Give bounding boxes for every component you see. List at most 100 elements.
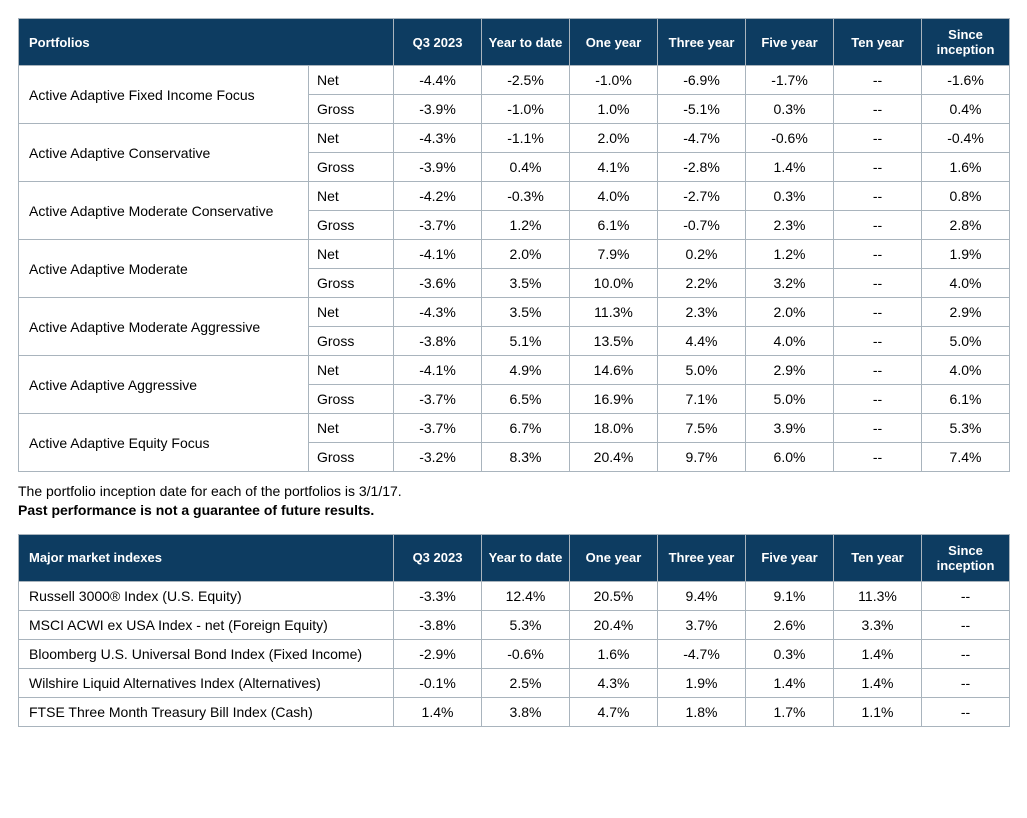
value-cell: -4.1% — [394, 356, 482, 385]
header-q3: Q3 2023 — [394, 19, 482, 66]
portfolio-name: Active Adaptive Conservative — [19, 124, 309, 182]
portfolio-name: Active Adaptive Moderate Aggressive — [19, 298, 309, 356]
value-cell: -- — [834, 269, 922, 298]
value-cell: -3.7% — [394, 211, 482, 240]
value-cell: 8.3% — [482, 443, 570, 472]
value-cell: 4.9% — [482, 356, 570, 385]
portfolio-name: Active Adaptive Aggressive — [19, 356, 309, 414]
header-three-year: Three year — [658, 19, 746, 66]
value-cell: 1.1% — [834, 697, 922, 726]
table-row: FTSE Three Month Treasury Bill Index (Ca… — [19, 697, 1010, 726]
value-cell: -3.7% — [394, 385, 482, 414]
value-cell: 5.0% — [922, 327, 1010, 356]
value-cell: 0.4% — [482, 153, 570, 182]
value-cell: -3.7% — [394, 414, 482, 443]
footnote-past-performance: Past performance is not a guarantee of f… — [18, 501, 1009, 520]
value-cell: 1.4% — [834, 668, 922, 697]
value-cell: -1.6% — [922, 66, 1010, 95]
row-type-gross: Gross — [309, 385, 394, 414]
value-cell: -0.7% — [658, 211, 746, 240]
value-cell: 4.7% — [570, 697, 658, 726]
value-cell: 18.0% — [570, 414, 658, 443]
value-cell: 0.8% — [922, 182, 1010, 211]
table-row: Active Adaptive ConservativeNet-4.3%-1.1… — [19, 124, 1010, 153]
row-type-net: Net — [309, 356, 394, 385]
value-cell: -0.3% — [482, 182, 570, 211]
index-name: FTSE Three Month Treasury Bill Index (Ca… — [19, 697, 394, 726]
row-type-gross: Gross — [309, 95, 394, 124]
value-cell: 0.3% — [746, 639, 834, 668]
value-cell: 5.3% — [922, 414, 1010, 443]
value-cell: 20.4% — [570, 610, 658, 639]
value-cell: 4.0% — [746, 327, 834, 356]
value-cell: 12.4% — [482, 581, 570, 610]
value-cell: 9.7% — [658, 443, 746, 472]
value-cell: -- — [834, 124, 922, 153]
value-cell: -2.7% — [658, 182, 746, 211]
header-since-inception: Since inception — [922, 534, 1010, 581]
value-cell: 4.0% — [922, 269, 1010, 298]
value-cell: -4.1% — [394, 240, 482, 269]
header-one-year: One year — [570, 534, 658, 581]
table-row: Bloomberg U.S. Universal Bond Index (Fix… — [19, 639, 1010, 668]
value-cell: 4.3% — [570, 668, 658, 697]
value-cell: -- — [834, 414, 922, 443]
value-cell: -4.2% — [394, 182, 482, 211]
row-type-net: Net — [309, 414, 394, 443]
value-cell: 11.3% — [570, 298, 658, 327]
value-cell: -4.7% — [658, 124, 746, 153]
value-cell: -- — [922, 697, 1010, 726]
value-cell: 6.1% — [570, 211, 658, 240]
row-type-net: Net — [309, 182, 394, 211]
table-row: Active Adaptive Moderate ConservativeNet… — [19, 182, 1010, 211]
value-cell: 3.2% — [746, 269, 834, 298]
value-cell: 1.4% — [746, 668, 834, 697]
value-cell: 3.5% — [482, 269, 570, 298]
value-cell: 3.8% — [482, 697, 570, 726]
value-cell: -- — [922, 639, 1010, 668]
value-cell: 2.0% — [482, 240, 570, 269]
value-cell: 7.9% — [570, 240, 658, 269]
row-type-net: Net — [309, 124, 394, 153]
value-cell: -- — [834, 66, 922, 95]
value-cell: 7.4% — [922, 443, 1010, 472]
footnotes: The portfolio inception date for each of… — [18, 482, 1009, 520]
value-cell: -0.1% — [394, 668, 482, 697]
header-ytd: Year to date — [482, 534, 570, 581]
value-cell: 6.1% — [922, 385, 1010, 414]
header-indexes: Major market indexes — [19, 534, 394, 581]
table-row: Active Adaptive Moderate AggressiveNet-4… — [19, 298, 1010, 327]
value-cell: 1.7% — [746, 697, 834, 726]
value-cell: -2.8% — [658, 153, 746, 182]
value-cell: 1.4% — [746, 153, 834, 182]
value-cell: 5.1% — [482, 327, 570, 356]
value-cell: -3.6% — [394, 269, 482, 298]
value-cell: 1.9% — [922, 240, 1010, 269]
table-row: Active Adaptive AggressiveNet-4.1%4.9%14… — [19, 356, 1010, 385]
table-row: Active Adaptive Fixed Income FocusNet-4.… — [19, 66, 1010, 95]
value-cell: -- — [834, 356, 922, 385]
value-cell: 3.5% — [482, 298, 570, 327]
portfolio-name: Active Adaptive Moderate — [19, 240, 309, 298]
value-cell: -- — [922, 581, 1010, 610]
value-cell: 16.9% — [570, 385, 658, 414]
value-cell: 1.8% — [658, 697, 746, 726]
value-cell: 5.3% — [482, 610, 570, 639]
value-cell: -1.0% — [570, 66, 658, 95]
value-cell: -- — [834, 385, 922, 414]
value-cell: -3.3% — [394, 581, 482, 610]
value-cell: -2.9% — [394, 639, 482, 668]
value-cell: -0.4% — [922, 124, 1010, 153]
portfolio-name: Active Adaptive Fixed Income Focus — [19, 66, 309, 124]
value-cell: 13.5% — [570, 327, 658, 356]
value-cell: 9.4% — [658, 581, 746, 610]
indexes-header-row: Major market indexes Q3 2023 Year to dat… — [19, 534, 1010, 581]
value-cell: 11.3% — [834, 581, 922, 610]
index-name: Russell 3000® Index (U.S. Equity) — [19, 581, 394, 610]
value-cell: -- — [834, 182, 922, 211]
value-cell: 9.1% — [746, 581, 834, 610]
value-cell: 1.4% — [834, 639, 922, 668]
value-cell: -6.9% — [658, 66, 746, 95]
value-cell: 1.4% — [394, 697, 482, 726]
value-cell: 1.2% — [482, 211, 570, 240]
